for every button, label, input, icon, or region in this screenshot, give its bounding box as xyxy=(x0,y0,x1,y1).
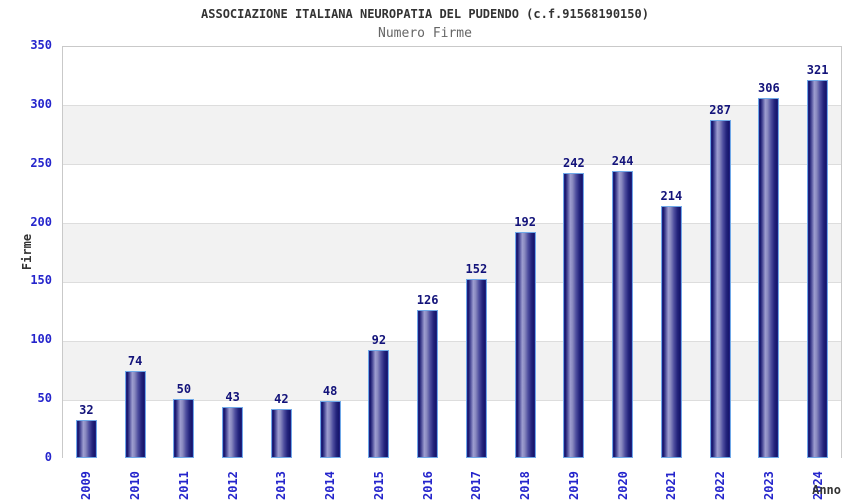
x-tick-label: 2009 xyxy=(79,471,94,500)
bar-value-label: 74 xyxy=(127,353,143,368)
bar xyxy=(612,170,634,458)
bar-value-label: 287 xyxy=(709,103,731,118)
bar xyxy=(709,120,731,458)
x-tick-label: 2015 xyxy=(371,471,386,500)
gridline xyxy=(63,164,841,166)
bar-value-label: 306 xyxy=(758,80,780,95)
bar xyxy=(465,279,487,458)
bar xyxy=(660,206,682,458)
chart-title: ASSOCIAZIONE ITALIANA NEUROPATIA DEL PUD… xyxy=(201,7,649,21)
bar-value-label: 244 xyxy=(611,153,634,168)
x-tick-label: 2023 xyxy=(761,471,776,500)
plot-band xyxy=(63,47,841,106)
gridline xyxy=(63,281,841,283)
x-tick-label: 2016 xyxy=(420,471,435,500)
bar xyxy=(758,97,780,458)
y-axis-title: Firme xyxy=(20,233,34,271)
y-tick-label: 250 xyxy=(30,155,52,170)
bar-value-label: 152 xyxy=(465,262,488,277)
y-tick-label: 150 xyxy=(30,273,52,288)
bar-value-label: 192 xyxy=(514,214,536,229)
y-tick-label: 350 xyxy=(30,38,52,52)
y-tick-label: 300 xyxy=(30,96,52,111)
chart-subtitle: Numero Firme xyxy=(378,26,472,41)
gridline xyxy=(63,399,841,401)
bar xyxy=(807,80,829,458)
y-tick-label: 50 xyxy=(37,391,52,406)
x-tick-label: 2021 xyxy=(664,471,679,500)
bar-value-label: 242 xyxy=(563,156,585,171)
x-tick-label: 2011 xyxy=(176,471,191,500)
bar-value-label: 92 xyxy=(371,332,387,347)
bar xyxy=(514,231,536,458)
x-tick-label: 2020 xyxy=(615,471,630,500)
bar-value-label: 42 xyxy=(274,391,289,406)
bar-value-label: 50 xyxy=(176,382,192,397)
bar-value-label: 126 xyxy=(416,292,439,307)
bar xyxy=(417,309,439,458)
gridline xyxy=(63,340,841,342)
bar xyxy=(173,399,195,458)
gridline xyxy=(63,105,841,107)
bar xyxy=(124,370,146,458)
bar xyxy=(270,408,292,458)
bar-value-label: 32 xyxy=(79,403,94,418)
x-tick-label: 2022 xyxy=(713,471,728,500)
x-axis-title: Anno xyxy=(812,483,841,497)
bar xyxy=(222,407,244,458)
x-tick-label: 2012 xyxy=(225,471,240,500)
x-tick-label: 2014 xyxy=(323,471,338,500)
bar xyxy=(563,173,585,458)
bar-value-label: 43 xyxy=(225,390,240,405)
x-tick-label: 2013 xyxy=(274,471,289,500)
y-tick-label: 100 xyxy=(30,332,52,347)
bar xyxy=(75,420,97,458)
bar-value-label: 321 xyxy=(806,63,829,78)
gridline xyxy=(63,223,841,225)
bar-value-label: 48 xyxy=(322,384,338,399)
x-tick-label: 2018 xyxy=(518,471,533,500)
x-tick-label: 2017 xyxy=(469,471,484,500)
bar-value-label: 214 xyxy=(660,189,683,204)
x-tick-label: 2019 xyxy=(566,471,581,500)
y-tick-label: 200 xyxy=(30,214,52,229)
y-tick-label: 0 xyxy=(44,450,52,464)
x-tick-label: 2010 xyxy=(128,471,143,500)
bar xyxy=(368,349,390,458)
bar xyxy=(319,401,341,458)
